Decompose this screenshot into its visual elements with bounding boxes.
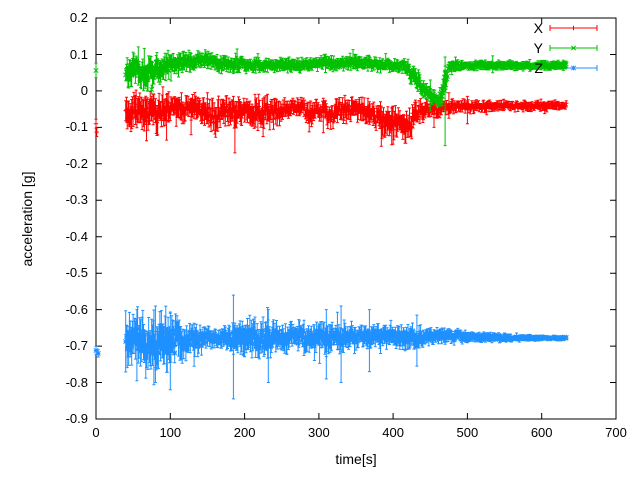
- legend-sample-y: [549, 45, 598, 51]
- legend-sample-x: [549, 25, 598, 31]
- y-axis-title: acceleration [g]: [19, 171, 35, 267]
- x-tick-label: 300: [308, 425, 330, 440]
- y-tick-label: 0.2: [69, 10, 88, 25]
- y-tick-label: -0.7: [65, 338, 88, 354]
- legend: X Y Z: [483, 18, 543, 78]
- y-tick-label: -0.6: [65, 301, 88, 317]
- x-tick-label: 400: [382, 425, 404, 440]
- x-tick-label: 100: [159, 425, 182, 440]
- y-tick-label: -0.9: [65, 411, 88, 426]
- y-tick-label: -0.4: [65, 228, 88, 244]
- y-tick-label: -0.5: [65, 265, 88, 281]
- legend-label-z: Z: [534, 60, 543, 76]
- x-tick-label: 600: [530, 425, 553, 440]
- series-y-markers: [93, 52, 569, 106]
- x-tick-label: 500: [456, 425, 479, 440]
- plot-frame: [95, 17, 617, 420]
- y-tick-label: -0.1: [65, 119, 88, 135]
- series-z-markers: [93, 326, 569, 359]
- y-tick-label: -0.2: [65, 155, 88, 171]
- axis-ticks: [95, 17, 617, 420]
- x-axis-title: time[s]: [335, 451, 377, 467]
- y-tick-label: -0.3: [65, 192, 88, 208]
- legend-label-y: Y: [533, 40, 543, 56]
- x-tick-label: 700: [605, 425, 627, 440]
- y-tick-label: -0.8: [65, 374, 88, 390]
- y-tick-label: 0.1: [69, 46, 88, 62]
- y-tick-label: 0: [80, 82, 88, 98]
- x-tick-label: 0: [92, 425, 100, 440]
- legend-label-x: X: [533, 20, 543, 36]
- x-tick-label: 200: [233, 425, 256, 440]
- series-x-markers: [93, 99, 569, 135]
